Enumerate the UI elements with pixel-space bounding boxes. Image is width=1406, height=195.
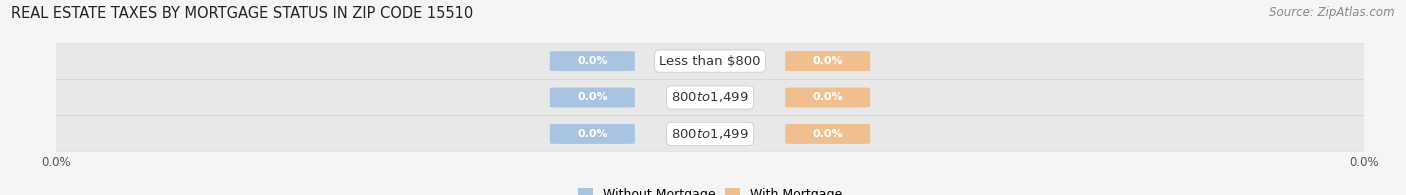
FancyBboxPatch shape [44, 116, 1376, 152]
Text: 0.0%: 0.0% [576, 56, 607, 66]
FancyBboxPatch shape [785, 124, 870, 144]
Legend: Without Mortgage, With Mortgage: Without Mortgage, With Mortgage [572, 183, 848, 195]
Text: $800 to $1,499: $800 to $1,499 [671, 127, 749, 141]
Text: 0.0%: 0.0% [576, 129, 607, 139]
Text: Source: ZipAtlas.com: Source: ZipAtlas.com [1270, 6, 1395, 19]
Text: 0.0%: 0.0% [576, 92, 607, 103]
Text: 0.0%: 0.0% [813, 129, 844, 139]
Text: 0.0%: 0.0% [813, 56, 844, 66]
FancyBboxPatch shape [785, 51, 870, 71]
FancyBboxPatch shape [550, 88, 636, 107]
Text: $800 to $1,499: $800 to $1,499 [671, 90, 749, 105]
FancyBboxPatch shape [550, 51, 636, 71]
FancyBboxPatch shape [44, 43, 1376, 79]
FancyBboxPatch shape [785, 88, 870, 107]
FancyBboxPatch shape [550, 124, 636, 144]
Text: REAL ESTATE TAXES BY MORTGAGE STATUS IN ZIP CODE 15510: REAL ESTATE TAXES BY MORTGAGE STATUS IN … [11, 6, 474, 21]
Text: Less than $800: Less than $800 [659, 55, 761, 68]
Text: 0.0%: 0.0% [813, 92, 844, 103]
FancyBboxPatch shape [44, 79, 1376, 116]
